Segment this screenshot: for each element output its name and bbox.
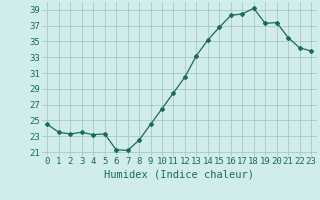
X-axis label: Humidex (Indice chaleur): Humidex (Indice chaleur) <box>104 169 254 179</box>
